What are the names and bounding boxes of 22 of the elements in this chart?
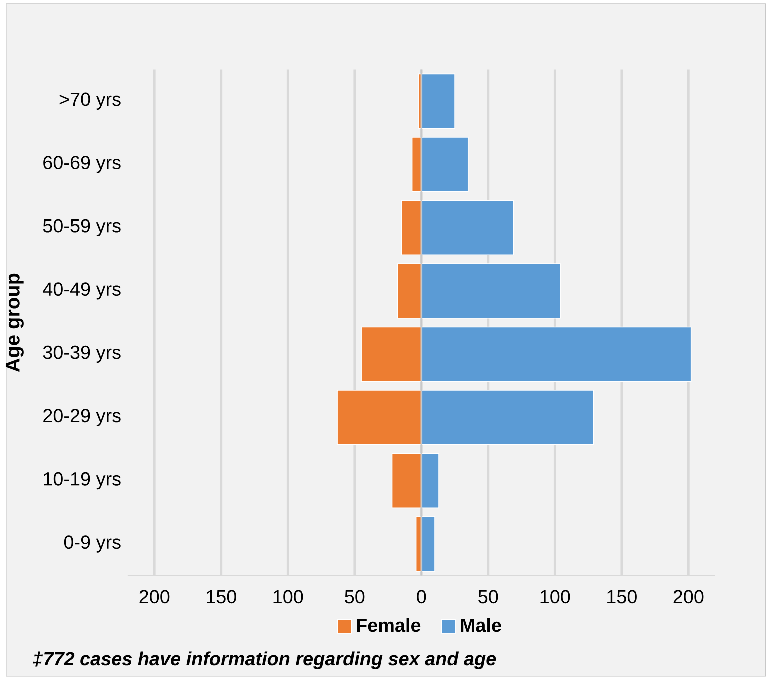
- y-tick-label: 40-49 yrs: [43, 282, 121, 300]
- x-tick-label: 200: [140, 590, 170, 604]
- x-tick-label: 200: [674, 590, 704, 604]
- x-tick-label: 100: [274, 590, 304, 604]
- legend-label: Female: [357, 618, 421, 632]
- y-tick-label: 0-9 yrs: [64, 536, 121, 553]
- y-tick-label: 20-29 yrs: [44, 409, 121, 426]
- x-tick-label: 150: [608, 590, 637, 604]
- text: ‡772 cases have information regarding sex and age: [33, 652, 496, 670]
- y-axis-title: Age group: [6, 274, 24, 372]
- x-tick-label: 100: [540, 590, 570, 604]
- x-tick-label: 50: [345, 590, 365, 604]
- y-tick-label: 10-19 yrs: [44, 472, 121, 490]
- x-tick-label: 150: [207, 590, 236, 604]
- y-tick-label: 60-69 yrs: [44, 156, 121, 174]
- x-tick-label: 50: [478, 590, 498, 604]
- y-tick-label: 50-59 yrs: [43, 219, 121, 237]
- x-tick-label: 0: [417, 590, 426, 604]
- legend-label: Male: [461, 618, 502, 632]
- y-tick-label: 30-39 yrs: [43, 346, 121, 364]
- y-tick-label: >70 yrs: [60, 92, 121, 110]
- bar: [421, 74, 456, 130]
